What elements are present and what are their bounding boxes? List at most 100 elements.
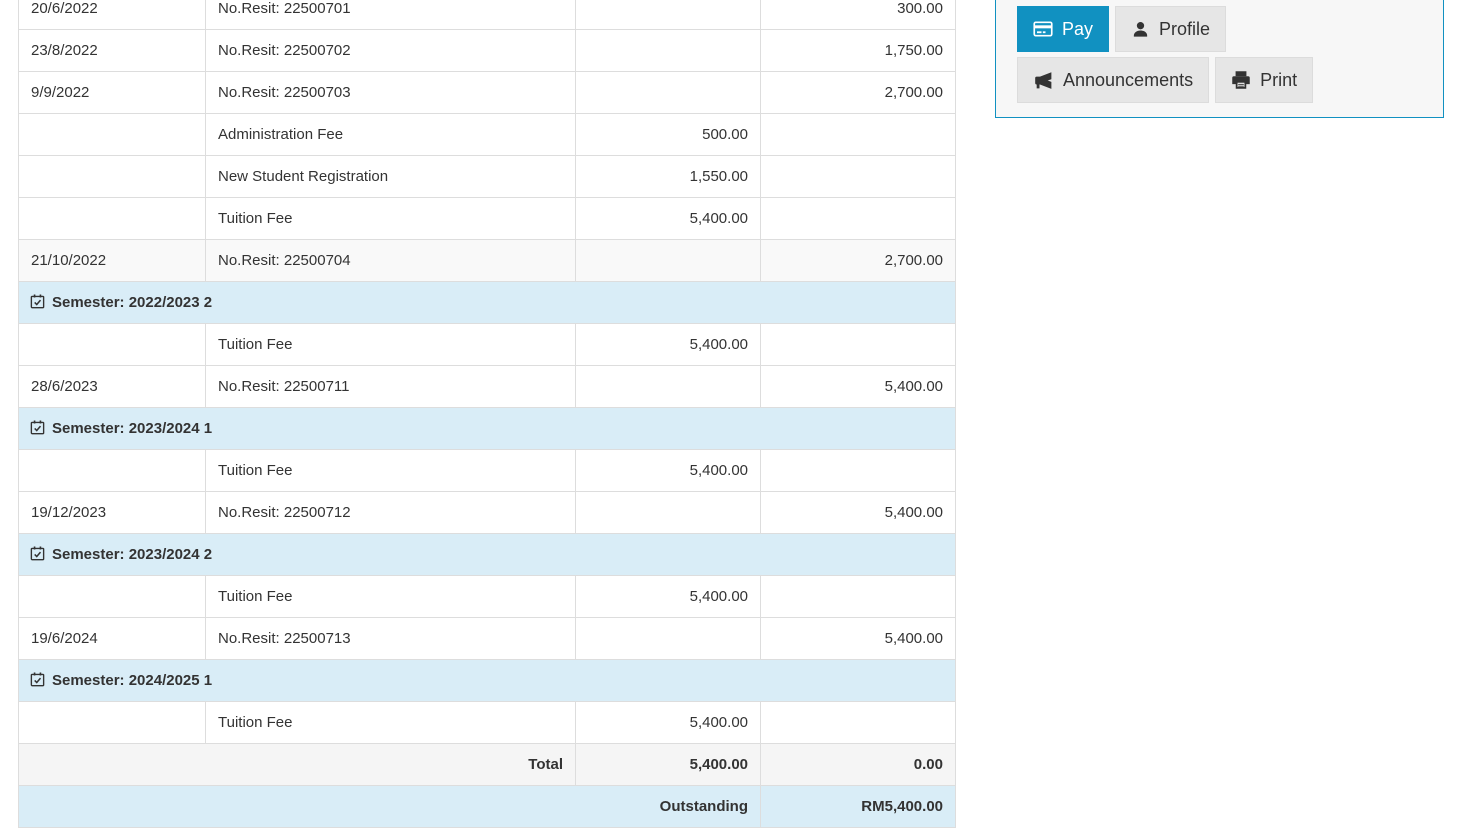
semester-label: Semester: 2024/2025 1 (52, 672, 213, 689)
profile-button[interactable]: Profile (1115, 6, 1227, 52)
description-cell: New Student Registration (205, 155, 576, 198)
description-cell: Tuition Fee (205, 323, 576, 366)
credit-cell (760, 113, 956, 156)
description-cell: Tuition Fee (205, 575, 576, 618)
calendar-check-icon (30, 546, 45, 561)
table-row: Tuition Fee 5,400.00 (18, 197, 956, 240)
print-button-label: Print (1260, 70, 1298, 90)
total-row: Total 5,400.00 0.00 (18, 743, 956, 786)
semester-label: Semester: 2023/2024 1 (52, 420, 213, 437)
description-cell: No.Resit: 22500711 (205, 365, 576, 408)
description-cell: Tuition Fee (205, 701, 576, 744)
date-cell (18, 449, 206, 492)
user-icon (1131, 20, 1150, 39)
debit-cell: 5,400.00 (575, 575, 761, 618)
calendar-check-icon (30, 420, 45, 435)
outstanding-label: Outstanding (18, 785, 761, 828)
table-row: 20/6/2022 No.Resit: 22500701 300.00 (18, 0, 956, 30)
debit-cell: 1,550.00 (575, 155, 761, 198)
table-row: Tuition Fee 5,400.00 (18, 701, 956, 744)
description-cell: Tuition Fee (205, 449, 576, 492)
credit-cell (760, 701, 956, 744)
total-credit-cell: 0.00 (760, 743, 956, 786)
credit-cell: 5,400.00 (760, 491, 956, 534)
credit-cell (760, 575, 956, 618)
credit-cell (760, 155, 956, 198)
date-cell (18, 197, 206, 240)
debit-cell: 500.00 (575, 113, 761, 156)
outstanding-amount: RM5,400.00 (760, 785, 956, 828)
credit-cell: 2,700.00 (760, 239, 956, 282)
fee-statement-table: 20/6/2022 No.Resit: 22500701 300.00 23/8… (18, 0, 956, 828)
total-label: Total (18, 743, 576, 786)
credit-cell (760, 323, 956, 366)
description-cell: No.Resit: 22500712 (205, 491, 576, 534)
outstanding-row: Outstanding RM5,400.00 (18, 785, 956, 828)
calendar-check-icon (30, 294, 45, 309)
actions-panel: Pay Profile Announcements Print (995, 0, 1444, 118)
debit-cell (575, 29, 761, 72)
semester-header-row: Semester: 2023/2024 1 (18, 407, 956, 450)
printer-icon (1231, 70, 1251, 90)
semester-header: Semester: 2022/2023 2 (18, 281, 956, 324)
description-cell: Administration Fee (205, 113, 576, 156)
debit-cell (575, 491, 761, 534)
announcements-button[interactable]: Announcements (1017, 57, 1210, 103)
date-cell: 9/9/2022 (18, 71, 206, 114)
table-row: 19/6/2024 No.Resit: 22500713 5,400.00 (18, 617, 956, 660)
date-cell: 19/6/2024 (18, 617, 206, 660)
debit-cell (575, 71, 761, 114)
debit-cell: 5,400.00 (575, 197, 761, 240)
semester-label: Semester: 2022/2023 2 (52, 294, 213, 311)
debit-cell: 5,400.00 (575, 323, 761, 366)
date-cell: 23/8/2022 (18, 29, 206, 72)
table-row: 28/6/2023 No.Resit: 22500711 5,400.00 (18, 365, 956, 408)
bullhorn-icon (1033, 70, 1054, 91)
table-row: 21/10/2022 No.Resit: 22500704 2,700.00 (18, 239, 956, 282)
table-row: 19/12/2023 No.Resit: 22500712 5,400.00 (18, 491, 956, 534)
table-row: Tuition Fee 5,400.00 (18, 449, 956, 492)
calendar-check-icon (30, 672, 45, 687)
description-cell: No.Resit: 22500703 (205, 71, 576, 114)
date-cell (18, 113, 206, 156)
date-cell (18, 323, 206, 366)
date-cell (18, 575, 206, 618)
table-row: Administration Fee 500.00 (18, 113, 956, 156)
date-cell: 19/12/2023 (18, 491, 206, 534)
pay-button[interactable]: Pay (1017, 6, 1110, 52)
description-cell: No.Resit: 22500713 (205, 617, 576, 660)
description-cell: No.Resit: 22500701 (205, 0, 576, 30)
debit-cell (575, 617, 761, 660)
table-row: New Student Registration 1,550.00 (18, 155, 956, 198)
pay-button-label: Pay (1062, 19, 1094, 39)
description-cell: No.Resit: 22500704 (205, 239, 576, 282)
credit-card-icon (1033, 19, 1053, 39)
date-cell: 21/10/2022 (18, 239, 206, 282)
credit-cell (760, 197, 956, 240)
table-row: Tuition Fee 5,400.00 (18, 323, 956, 366)
credit-cell (760, 449, 956, 492)
profile-button-label: Profile (1159, 19, 1211, 39)
debit-cell: 5,400.00 (575, 701, 761, 744)
description-cell: Tuition Fee (205, 197, 576, 240)
table-row: 23/8/2022 No.Resit: 22500702 1,750.00 (18, 29, 956, 72)
credit-cell: 2,700.00 (760, 71, 956, 114)
semester-header-row: Semester: 2023/2024 2 (18, 533, 956, 576)
credit-cell: 5,400.00 (760, 365, 956, 408)
table-row: 9/9/2022 No.Resit: 22500703 2,700.00 (18, 71, 956, 114)
semester-header-row: Semester: 2024/2025 1 (18, 659, 956, 702)
debit-cell (575, 0, 761, 30)
credit-cell: 300.00 (760, 0, 956, 30)
description-cell: No.Resit: 22500702 (205, 29, 576, 72)
announcements-button-label: Announcements (1063, 70, 1194, 90)
print-button[interactable]: Print (1215, 57, 1314, 103)
debit-cell (575, 365, 761, 408)
credit-cell: 5,400.00 (760, 617, 956, 660)
date-cell (18, 701, 206, 744)
date-cell: 20/6/2022 (18, 0, 206, 30)
semester-label: Semester: 2023/2024 2 (52, 546, 213, 563)
date-cell: 28/6/2023 (18, 365, 206, 408)
semester-header: Semester: 2023/2024 1 (18, 407, 956, 450)
total-debit-cell: 5,400.00 (575, 743, 761, 786)
